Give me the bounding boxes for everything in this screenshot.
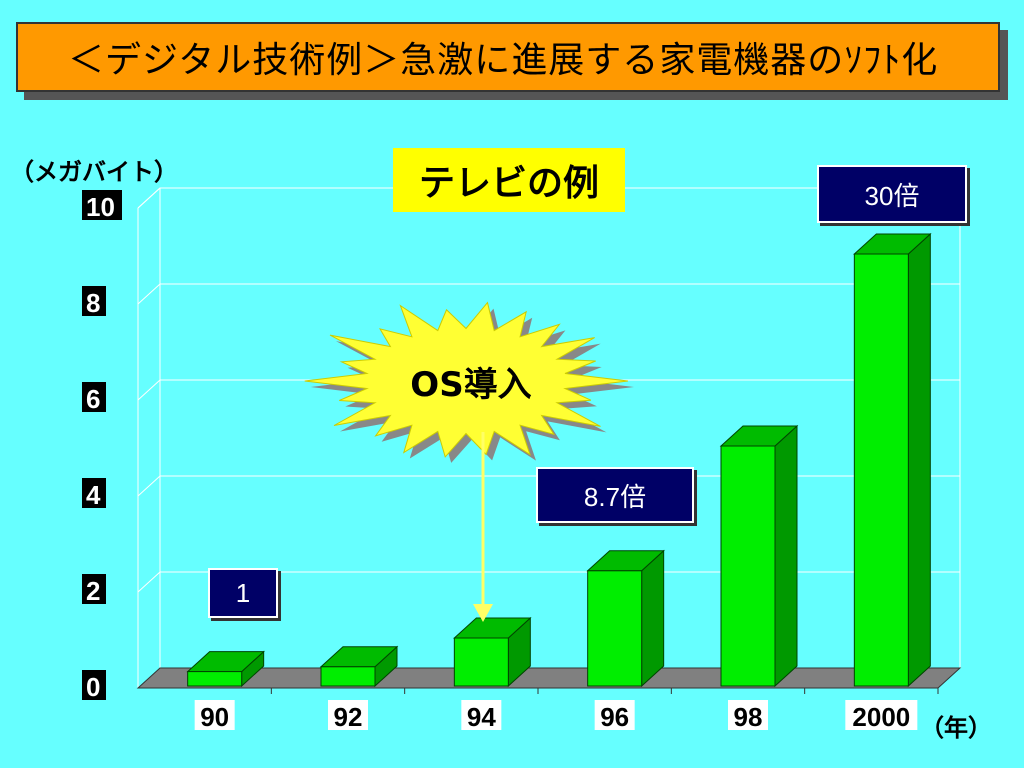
event-arrow-head	[473, 604, 493, 622]
title-banner: ＜デジタル技術例＞急激に進展する家電機器のｿﾌﾄ化	[16, 22, 1000, 92]
bar-front	[320, 666, 376, 687]
bar-90	[186, 650, 265, 688]
bar-94	[453, 616, 532, 688]
back-wall	[159, 187, 961, 669]
chart-grid	[136, 187, 962, 694]
y-tick-label: 8	[86, 288, 100, 318]
x-axis-label: （年）	[920, 714, 992, 742]
x-category-label: 96	[600, 702, 629, 732]
bar-front	[453, 637, 509, 687]
gridline-side	[137, 475, 161, 497]
x-cat-bg	[328, 700, 368, 730]
x-category-label: 94	[467, 702, 496, 732]
event-label: OS導入	[410, 365, 531, 405]
x-category-label: 92	[334, 702, 363, 732]
x-category-label: 98	[734, 702, 763, 732]
mid-ratio-label: 8.7倍	[536, 467, 694, 523]
y-ticks: 0 2 4 6 8 10	[82, 190, 122, 702]
y-tick-bg	[82, 190, 122, 220]
bar-92	[319, 645, 399, 688]
y-tick-label: 10	[86, 192, 115, 222]
x-cat-bg	[845, 700, 918, 730]
x-categories: 90 92 94 96 98 2000	[194, 700, 918, 732]
base-ratio-label: 1	[208, 568, 278, 618]
y-tick-bg	[82, 382, 106, 412]
x-cat-bg	[461, 700, 502, 730]
bar-side	[907, 232, 931, 688]
gridline-side	[137, 187, 161, 209]
y-tick-bg	[82, 478, 106, 508]
starburst-shape	[304, 301, 629, 458]
y-tick-label: 4	[86, 480, 101, 510]
os-burst: OS導入	[304, 301, 634, 622]
x-category-label: 90	[200, 702, 229, 732]
bar-2000	[853, 232, 932, 688]
gridline-side	[137, 379, 161, 401]
gridline-side	[137, 571, 161, 593]
top-ratio-label: 30倍	[817, 165, 967, 223]
bar-front	[587, 570, 643, 687]
bar-front	[853, 253, 909, 687]
chart-title: テレビの例	[393, 148, 625, 212]
bar-side	[774, 424, 798, 688]
y-tick-bg	[82, 574, 106, 604]
x-cat-bg	[728, 700, 768, 730]
y-tick-bg	[82, 670, 106, 700]
chart-bars	[186, 232, 932, 688]
y-tick-label: 2	[86, 576, 100, 606]
y-tick-label: 0	[86, 672, 100, 702]
bar-side	[641, 549, 665, 688]
gridline-side	[137, 283, 161, 305]
bar-96	[586, 549, 665, 688]
y-axis-label: （メガバイト）	[10, 158, 178, 186]
bar-front	[720, 445, 776, 687]
bar-98	[719, 424, 799, 688]
x-category-label: 2000	[852, 702, 910, 732]
page-title: ＜デジタル技術例＞急激に進展する家電機器のｿﾌﾄ化	[68, 40, 939, 81]
x-cat-bg	[594, 700, 635, 730]
chart-floor	[136, 667, 962, 689]
y-tick-bg	[82, 286, 106, 316]
bar-front	[187, 671, 243, 687]
y-tick-label: 6	[86, 384, 100, 414]
x-cat-bg	[194, 700, 235, 730]
